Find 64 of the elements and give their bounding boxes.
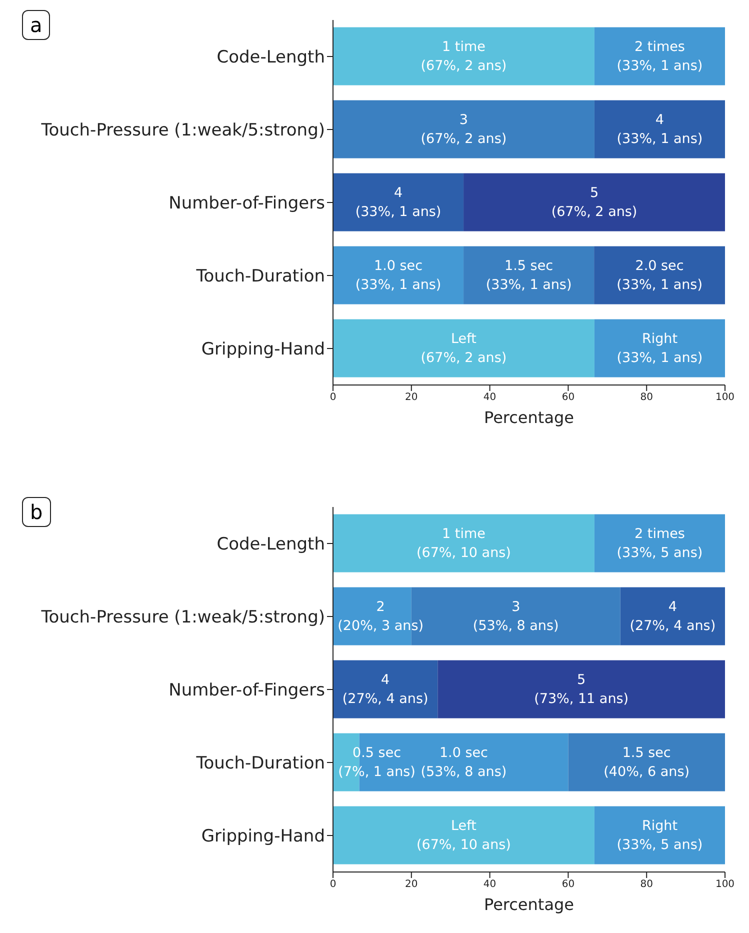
data-label: 1.5 sec (33%, 1 ans) xyxy=(486,258,572,293)
x-tick-label: 60 xyxy=(562,879,575,890)
data-label: 2 times (33%, 1 ans) xyxy=(616,38,703,74)
bar xyxy=(333,806,594,864)
data-label: 4 (33%, 1 ans) xyxy=(355,184,442,220)
y-tick-label: Code-Length xyxy=(216,534,325,555)
data-label: 2.0 sec (33%, 1 ans) xyxy=(616,258,702,293)
bar xyxy=(594,806,725,864)
text: b xyxy=(22,497,51,527)
x-tick-label: 0 xyxy=(330,392,336,404)
bar xyxy=(594,27,725,86)
data-label: 1.0 sec (53%, 8 ans) xyxy=(420,744,507,780)
x-tick-label: 100 xyxy=(715,392,735,404)
x-tick-label: 80 xyxy=(640,392,653,404)
data-label: 5 (73%, 11 ans) xyxy=(534,672,629,707)
y-tick-label: Touch-Pressure (1:weak/5:strong) xyxy=(40,608,325,628)
data-label: 1.0 sec (33%, 1 ans) xyxy=(355,258,442,293)
bar xyxy=(438,660,725,718)
x-tick-label: 60 xyxy=(562,392,575,404)
bar xyxy=(620,587,725,646)
bar xyxy=(333,27,594,86)
bar xyxy=(594,514,725,572)
y-tick-label: Touch-Duration xyxy=(195,266,325,287)
bar xyxy=(464,246,594,304)
x-tick-label: 40 xyxy=(483,879,496,890)
bar xyxy=(594,319,725,378)
x-tick-label: 40 xyxy=(483,392,496,404)
data-label: 4 (27%, 4 ans) xyxy=(630,598,716,634)
y-tick-label: Number-of-Fingers xyxy=(168,194,326,214)
bar xyxy=(464,173,725,232)
data-label: 2 times (33%, 5 ans) xyxy=(616,526,703,561)
data-label: 4 (33%, 1 ans) xyxy=(616,112,703,147)
data-label: Left (67%, 10 ans) xyxy=(416,818,511,853)
y-tick-label: Touch-Pressure (1:weak/5:strong) xyxy=(40,120,325,141)
bar xyxy=(594,246,725,304)
data-label: Left (67%, 2 ans) xyxy=(420,330,507,366)
x-tick-label: 80 xyxy=(640,879,653,890)
data-label: Right (33%, 5 ans) xyxy=(616,818,703,853)
y-tick-label: Code-Length xyxy=(216,48,325,68)
data-label: 5 (67%, 2 ans) xyxy=(551,184,638,220)
data-label: Right (33%, 1 ans) xyxy=(616,330,703,366)
y-tick-label: Gripping-Hand xyxy=(201,340,325,360)
y-tick-label: Touch-Duration xyxy=(195,754,325,774)
x-tick-label: 20 xyxy=(405,879,418,890)
bar xyxy=(333,514,594,572)
x-tick-label: 100 xyxy=(715,879,735,890)
x-axis-title: Percentage xyxy=(484,408,574,427)
bar xyxy=(568,733,725,792)
data-label: 2 (20%, 3 ans) xyxy=(338,598,424,634)
data-label: 3 (53%, 8 ans) xyxy=(472,598,559,634)
x-axis-title: Percentage xyxy=(484,895,574,914)
x-tick-label: 20 xyxy=(405,392,418,404)
data-label: 1 time (67%, 10 ans) xyxy=(416,526,511,561)
data-label: 0.5 sec (7%, 1 ans) xyxy=(338,744,416,780)
x-tick-label: 0 xyxy=(330,879,336,890)
y-tick-label: Number-of-Fingers xyxy=(168,680,326,701)
bar xyxy=(333,319,594,378)
text: a xyxy=(22,10,50,40)
data-label: 1.5 sec (40%, 6 ans) xyxy=(604,744,690,780)
bar xyxy=(333,100,594,158)
y-tick-label: Gripping-Hand xyxy=(201,826,325,847)
data-label: 3 (67%, 2 ans) xyxy=(420,112,507,147)
data-label: 1 time (67%, 2 ans) xyxy=(420,38,507,74)
data-label: 4 (27%, 4 ans) xyxy=(342,672,428,707)
